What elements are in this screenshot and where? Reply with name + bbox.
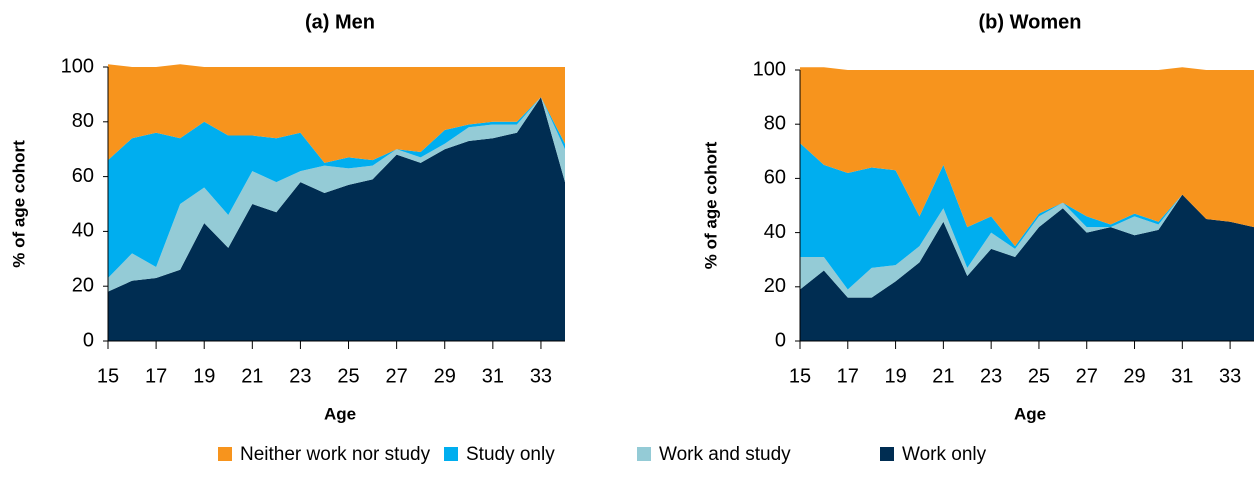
- legend-swatch: [880, 447, 894, 461]
- x-tick-label: 33: [530, 365, 552, 387]
- y-tick-label: 80: [72, 110, 94, 132]
- x-tick-label: 23: [980, 365, 1002, 387]
- y-axis-title: % of age cohort: [701, 141, 720, 269]
- y-tick-label: 80: [764, 112, 786, 134]
- x-tick-label: 25: [337, 365, 359, 387]
- y-tick-label: 40: [72, 220, 94, 242]
- x-tick-label: 29: [434, 365, 456, 387]
- y-tick-label: 40: [764, 221, 786, 243]
- y-tick-label: 0: [775, 329, 786, 351]
- area: [108, 97, 565, 341]
- x-tick-label: 17: [145, 365, 167, 387]
- x-tick-label: 27: [1076, 365, 1098, 387]
- x-tick-label: 31: [1171, 365, 1193, 387]
- x-tick-label: 29: [1123, 365, 1145, 387]
- chart-title: (b) Women: [979, 11, 1082, 33]
- legend-swatch: [444, 447, 458, 461]
- x-axis-title: Age: [324, 404, 356, 423]
- x-tick-label: 21: [241, 365, 263, 387]
- x-tick-label: 33: [1219, 365, 1241, 387]
- y-tick-label: 60: [72, 165, 94, 187]
- y-tick-label: 20: [72, 274, 94, 296]
- legend-swatch: [218, 447, 232, 461]
- x-tick-label: 27: [386, 365, 408, 387]
- y-tick-label: 20: [764, 275, 786, 297]
- y-tick-label: 100: [61, 55, 94, 77]
- x-tick-label: 15: [789, 365, 811, 387]
- chart-title: (a) Men: [305, 11, 375, 33]
- area: [800, 67, 1254, 247]
- x-tick-label: 25: [1028, 365, 1050, 387]
- x-tick-label: 15: [97, 365, 119, 387]
- legend-label: Work only: [902, 444, 987, 465]
- area: [800, 194, 1254, 298]
- x-tick-label: 19: [884, 365, 906, 387]
- y-tick-label: 0: [83, 329, 94, 351]
- legend-swatch: [637, 447, 651, 461]
- area: [108, 64, 565, 163]
- legend-label: Work and study: [659, 444, 791, 465]
- y-tick-label: 100: [753, 58, 786, 80]
- area: [108, 97, 565, 278]
- y-tick-label: 60: [764, 167, 786, 189]
- x-tick-label: 17: [837, 365, 859, 387]
- area: [800, 143, 1254, 290]
- x-tick-label: 21: [932, 365, 954, 387]
- y-axis-title: % of age cohort: [9, 140, 28, 268]
- x-tick-label: 31: [482, 365, 504, 387]
- legend-label: Neither work nor study: [240, 444, 431, 465]
- legend-label: Study only: [466, 444, 555, 465]
- area: [800, 194, 1254, 341]
- area: [108, 97, 565, 292]
- x-tick-label: 23: [289, 365, 311, 387]
- x-tick-label: 19: [193, 365, 215, 387]
- x-axis-title: Age: [1014, 404, 1046, 423]
